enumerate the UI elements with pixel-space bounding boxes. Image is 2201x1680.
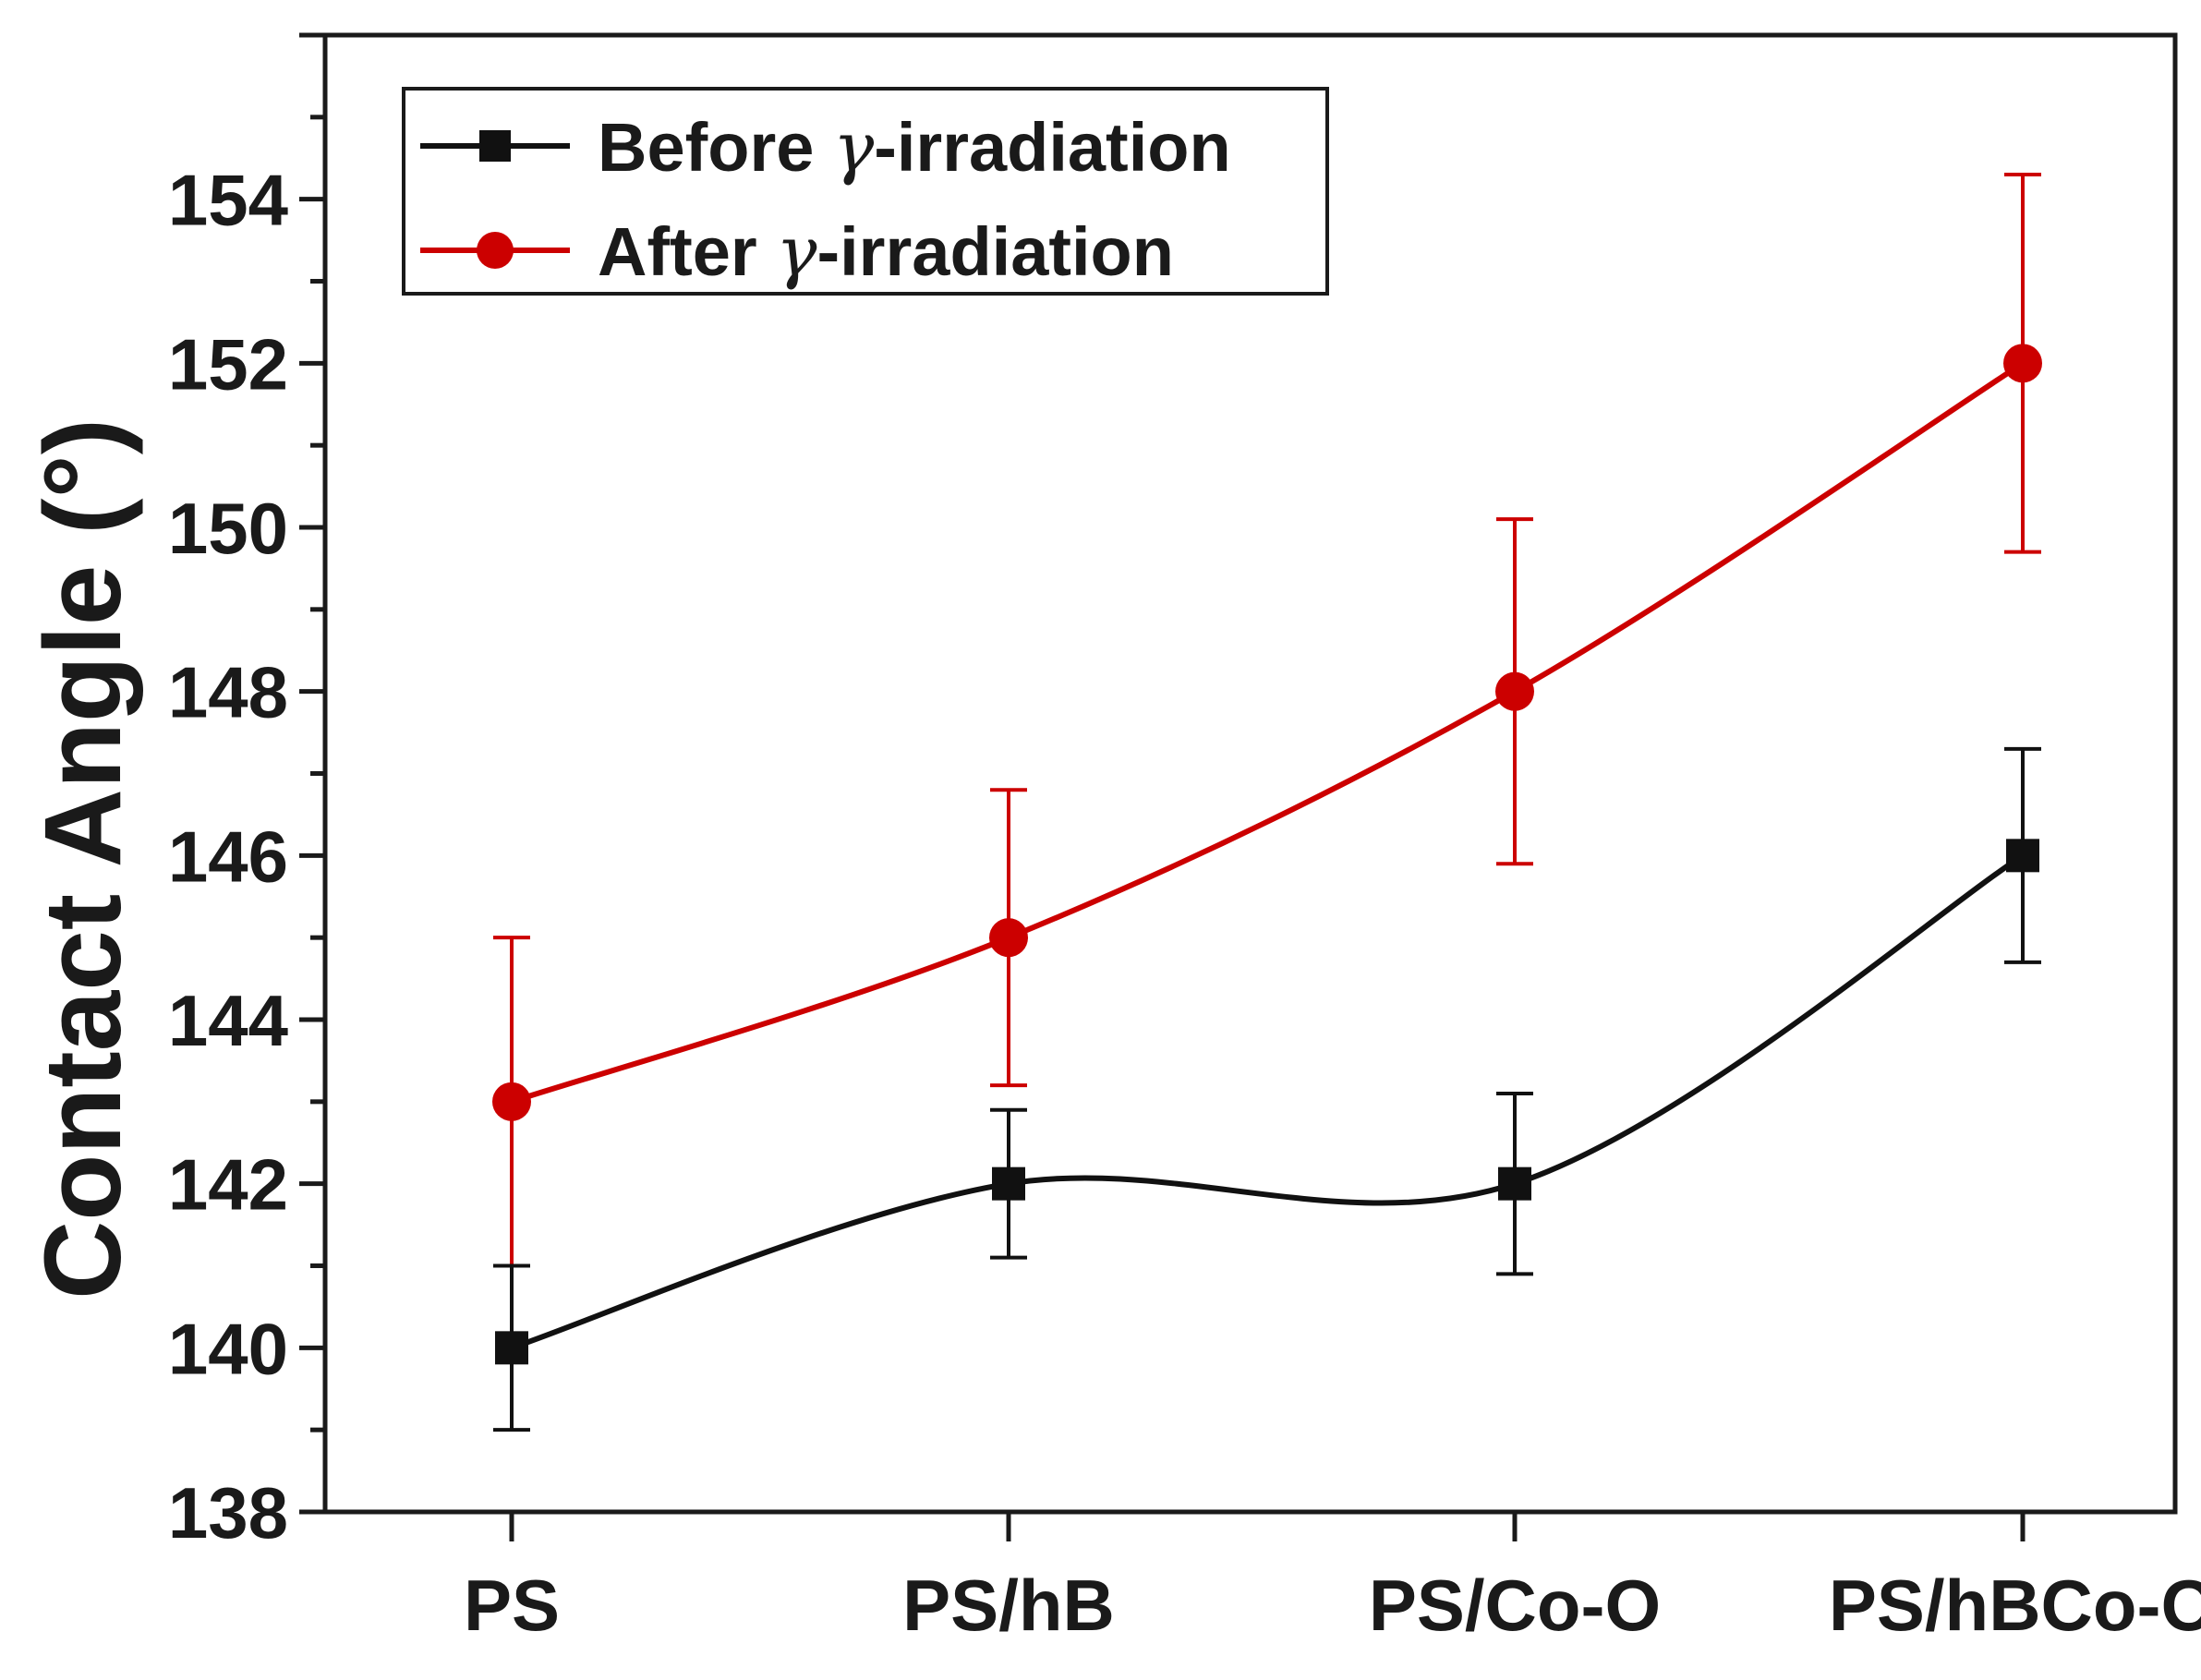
- legend-label: After γ-irradiation: [598, 212, 1174, 292]
- y-tick-label: 152: [168, 323, 288, 405]
- axes: 138 140 142 144 146 148 150 152 154 PS PS/hB PS/Co-…: [168, 32, 2201, 1646]
- data-point: [992, 1166, 1025, 1201]
- legend-box: [402, 87, 1329, 296]
- series-line: [511, 360, 2025, 1105]
- data-point: [989, 918, 1028, 958]
- x-tick-label: PS/hB: [902, 1565, 1115, 1646]
- y-tick-label: 146: [168, 816, 288, 897]
- y-tick-label: 140: [168, 1308, 288, 1389]
- data-point: [492, 1082, 531, 1121]
- x-tick-label: PS: [464, 1565, 560, 1646]
- y-tick-label: 144: [168, 980, 288, 1061]
- series-line: [511, 852, 2025, 1351]
- y-tick-label: 154: [168, 160, 288, 241]
- y-tick-label: 138: [168, 1472, 288, 1553]
- y-tick-label: 148: [168, 652, 288, 733]
- data-point: [495, 1331, 528, 1365]
- series-layer: [492, 173, 2042, 1432]
- data-point: [2006, 839, 2039, 873]
- series-before: [493, 746, 2041, 1432]
- data-point: [1495, 671, 1534, 711]
- data-point: [1498, 1166, 1531, 1201]
- y-axis-title: Contact Angle (°): [22, 418, 144, 1299]
- y-tick-label: 142: [168, 1144, 288, 1226]
- legend-label: Before γ-irradiation: [598, 108, 1231, 187]
- x-tick-label: PS/Co-O: [1369, 1565, 1661, 1646]
- legend-marker: [477, 232, 514, 269]
- data-point: [2003, 344, 2042, 383]
- series-after: [492, 173, 2042, 1268]
- legend: Before γ-irradiation After γ-irradiation: [402, 87, 1329, 296]
- y-tick-label: 150: [168, 488, 288, 569]
- legend-marker: [479, 130, 511, 162]
- x-tick-label: PS/hBCo-O: [1829, 1565, 2201, 1646]
